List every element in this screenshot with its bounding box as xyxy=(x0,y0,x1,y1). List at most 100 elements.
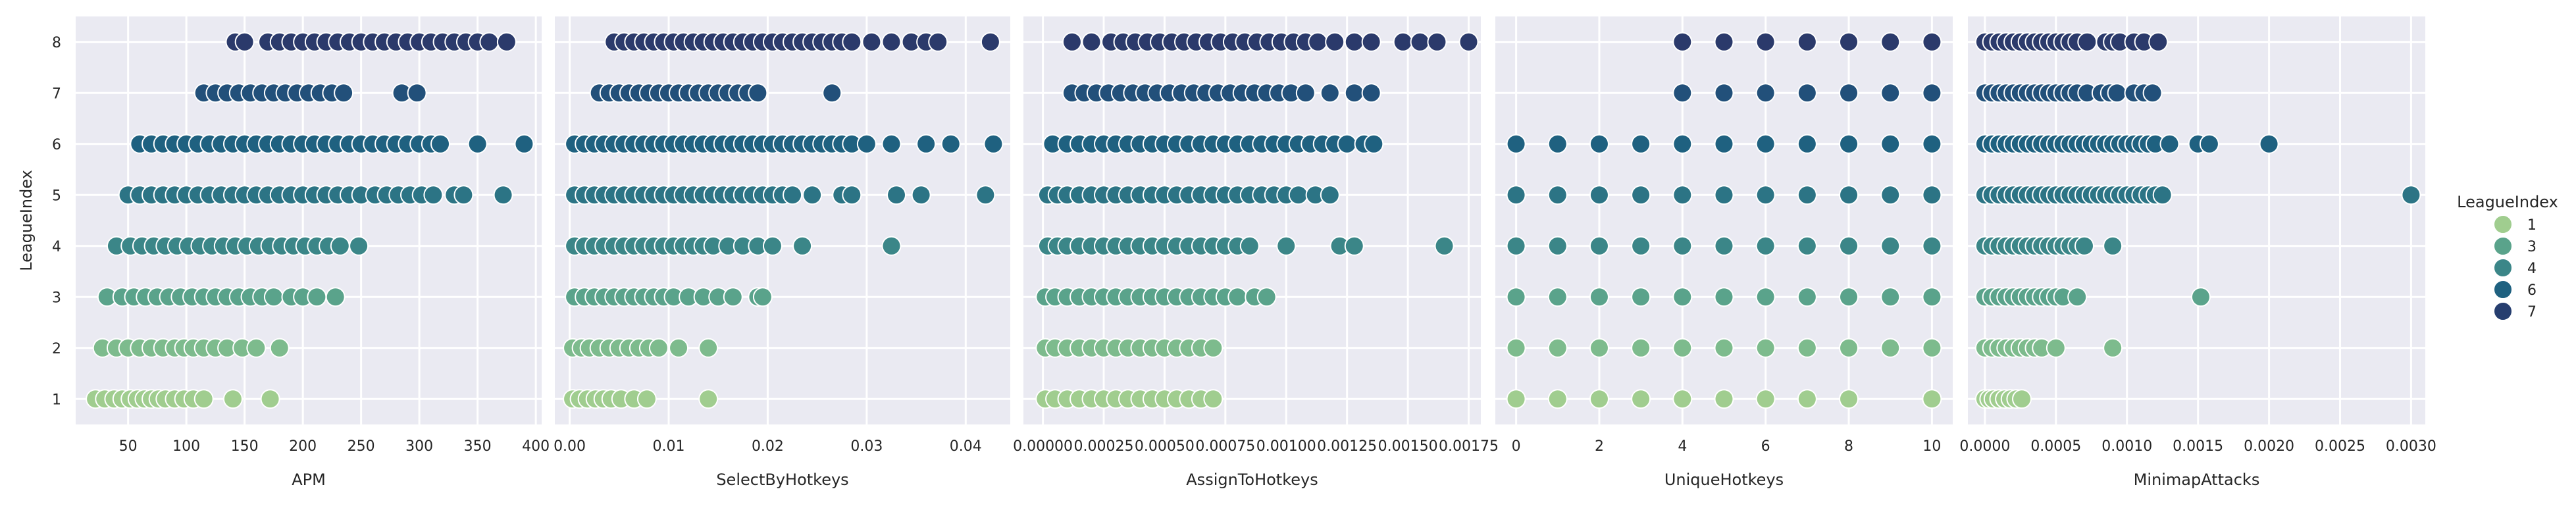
data-point xyxy=(1361,32,1381,52)
data-point xyxy=(496,32,517,52)
data-point xyxy=(1506,236,1526,256)
data-point xyxy=(330,236,350,256)
y-tick-label: 4 xyxy=(52,239,61,255)
data-point xyxy=(887,185,906,205)
data-point xyxy=(1239,236,1260,256)
x-tick-label: 0.00100 xyxy=(1256,438,1316,455)
data-point xyxy=(479,32,500,52)
x-tick-label: 0.00 xyxy=(554,438,586,455)
x-axis-label: MinimapAttacks xyxy=(2134,471,2260,489)
data-point xyxy=(881,134,902,154)
x-axis-label: SelectByHotkeys xyxy=(716,471,848,489)
x-tick-label: 0.02 xyxy=(752,438,784,455)
data-point xyxy=(1839,32,1859,52)
data-point xyxy=(263,287,284,307)
data-point xyxy=(1880,338,1901,358)
data-point xyxy=(783,185,803,205)
data-point xyxy=(862,32,882,52)
x-tick-label: 400 xyxy=(522,438,550,455)
data-point xyxy=(1839,287,1859,307)
panel-3: 0.00000 0.00025 0.00050 0.00075 0.00100 0.001… xyxy=(1013,16,1499,489)
data-point xyxy=(2152,185,2173,205)
data-point xyxy=(698,338,719,358)
y-tick-label: 3 xyxy=(52,290,61,306)
data-point xyxy=(1547,389,1568,409)
panel-background xyxy=(555,16,1010,424)
y-tick-label: 2 xyxy=(52,341,61,357)
panel-4: 0 2 4 6 8 10 UniqueHotkeys xyxy=(1495,16,1953,489)
data-point xyxy=(234,32,255,52)
data-point xyxy=(1410,32,1430,52)
x-axis-label: AssignToHotkeys xyxy=(1186,471,1318,489)
x-tick-label: 200 xyxy=(289,438,317,455)
x-tick-label: 0.0025 xyxy=(2315,438,2365,455)
data-point xyxy=(636,389,657,409)
data-point xyxy=(246,338,267,358)
data-point xyxy=(222,389,243,409)
data-point xyxy=(1081,32,1102,52)
data-point xyxy=(1506,134,1526,154)
data-point xyxy=(1880,32,1901,52)
data-point xyxy=(698,389,719,409)
data-point xyxy=(1631,389,1651,409)
x-tick-label: 0.00175 xyxy=(1439,438,1499,455)
data-point xyxy=(2259,134,2279,154)
data-point xyxy=(1589,236,1609,256)
y-tick-label: 7 xyxy=(52,86,61,102)
data-point xyxy=(1672,185,1693,205)
data-point xyxy=(940,134,961,154)
data-point xyxy=(2103,236,2123,256)
legend-label: 7 xyxy=(2527,304,2537,320)
x-tick-label: 0.00150 xyxy=(1378,438,1438,455)
data-point xyxy=(2199,134,2219,154)
data-point xyxy=(2107,83,2127,103)
data-point xyxy=(1256,287,1277,307)
data-point xyxy=(1839,83,1859,103)
data-point xyxy=(2046,338,2066,358)
data-point xyxy=(260,389,280,409)
data-point xyxy=(928,32,948,52)
data-point xyxy=(1631,338,1651,358)
data-point xyxy=(1337,134,1357,154)
data-point xyxy=(307,287,327,307)
x-tick-label: 0.0010 xyxy=(2101,438,2152,455)
legend-marker xyxy=(2493,236,2513,256)
y-tick-label: 6 xyxy=(52,137,61,153)
data-point xyxy=(1880,287,1901,307)
data-point xyxy=(2012,389,2032,409)
data-point xyxy=(430,134,451,154)
data-point xyxy=(493,185,513,205)
data-point xyxy=(1672,32,1693,52)
data-point xyxy=(423,185,444,205)
x-tick-label: 0.0005 xyxy=(2030,438,2081,455)
x-tick-label: 100 xyxy=(172,438,200,455)
data-point xyxy=(669,338,689,358)
data-point xyxy=(1880,185,1901,205)
data-point xyxy=(2077,32,2098,52)
panel-background xyxy=(1968,16,2425,424)
data-point xyxy=(1589,134,1609,154)
x-tick-label: 150 xyxy=(231,438,259,455)
data-point xyxy=(1839,134,1859,154)
data-point xyxy=(1672,287,1693,307)
data-point xyxy=(1547,287,1568,307)
y-tick-label: 1 xyxy=(52,392,61,408)
data-point xyxy=(1547,338,1568,358)
data-point xyxy=(1361,83,1381,103)
data-point xyxy=(1922,287,1942,307)
data-point xyxy=(193,389,214,409)
data-point xyxy=(1393,32,1413,52)
legend-title: LeagueIndex xyxy=(2457,193,2558,211)
data-point xyxy=(1288,185,1308,205)
data-point xyxy=(1714,338,1734,358)
data-point xyxy=(1755,389,1776,409)
data-point xyxy=(1672,83,1693,103)
data-point xyxy=(1589,338,1609,358)
data-point xyxy=(762,236,783,256)
data-point xyxy=(1797,236,1817,256)
data-point xyxy=(1672,236,1693,256)
data-point xyxy=(1922,338,1942,358)
data-point xyxy=(881,236,902,256)
legend-label: 1 xyxy=(2527,217,2537,234)
data-point xyxy=(1427,32,1447,52)
